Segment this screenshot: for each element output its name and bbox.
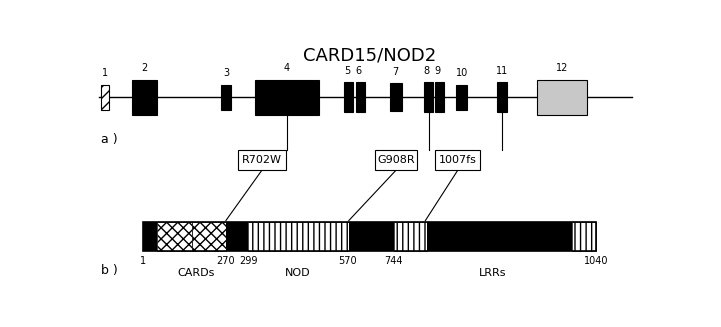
Text: 1040: 1040	[583, 256, 608, 266]
Text: 12: 12	[556, 63, 568, 73]
Bar	[394, 222, 427, 251]
Text: 744: 744	[384, 256, 403, 266]
Bar	[132, 79, 157, 115]
Text: 5: 5	[344, 66, 350, 76]
Text: 4: 4	[284, 63, 290, 73]
Text: LRRs: LRRs	[479, 268, 506, 278]
Bar	[572, 222, 596, 251]
Text: 570: 570	[338, 256, 356, 266]
Bar	[537, 79, 588, 115]
Bar	[248, 222, 349, 251]
Bar	[157, 222, 193, 251]
Bar	[435, 150, 480, 170]
Bar	[255, 79, 319, 115]
Bar	[424, 82, 433, 112]
Text: 270: 270	[216, 256, 235, 266]
Bar	[238, 150, 286, 170]
Bar	[356, 82, 365, 112]
Text: 10: 10	[456, 68, 468, 78]
Text: 8: 8	[423, 66, 430, 76]
Bar	[143, 222, 157, 251]
Bar	[226, 222, 248, 251]
Text: 1: 1	[140, 256, 146, 266]
Text: 2: 2	[141, 63, 148, 73]
Bar	[389, 83, 402, 111]
Bar	[497, 82, 507, 112]
Text: NOD: NOD	[286, 268, 311, 278]
Bar	[345, 82, 353, 112]
Text: b ): b )	[101, 265, 118, 277]
Bar	[427, 222, 572, 251]
Text: 1: 1	[102, 68, 108, 78]
Text: R702W: R702W	[242, 155, 282, 165]
Text: a ): a )	[101, 133, 118, 146]
Bar	[143, 222, 596, 251]
Text: 6: 6	[356, 66, 362, 76]
Text: 3: 3	[224, 68, 229, 78]
Text: CARD15/NOD2: CARD15/NOD2	[303, 47, 436, 65]
Text: 1007fs: 1007fs	[439, 155, 477, 165]
Bar	[193, 222, 226, 251]
Text: CARDs: CARDs	[177, 268, 215, 278]
Text: 11: 11	[496, 66, 508, 76]
Text: 9: 9	[435, 66, 441, 76]
Bar	[221, 85, 231, 110]
Text: 7: 7	[393, 67, 399, 77]
Bar	[435, 82, 444, 112]
Bar	[349, 222, 394, 251]
Bar	[101, 85, 109, 110]
Bar	[375, 150, 417, 170]
Text: 299: 299	[239, 256, 257, 266]
Bar	[456, 85, 467, 110]
Text: G908R: G908R	[377, 155, 415, 165]
